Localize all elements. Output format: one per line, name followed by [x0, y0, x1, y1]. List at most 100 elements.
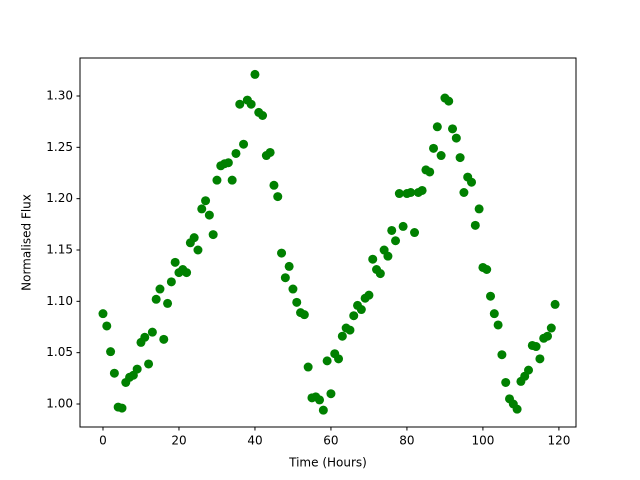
y-tick-label: 1.05 — [46, 345, 73, 359]
point — [98, 309, 108, 319]
plot-area — [80, 58, 576, 427]
point — [106, 347, 116, 357]
point — [299, 310, 309, 320]
point — [189, 233, 199, 243]
point — [231, 148, 241, 158]
x-tick-label: 120 — [547, 434, 570, 448]
point — [356, 305, 366, 315]
point — [486, 291, 496, 301]
point — [349, 311, 359, 321]
y-tick-label: 1.25 — [46, 140, 73, 154]
point — [265, 147, 275, 157]
point — [368, 254, 378, 264]
point — [155, 284, 165, 294]
point — [451, 133, 461, 143]
point — [193, 245, 203, 255]
x-tick-label: 20 — [171, 434, 186, 448]
x-tick-label: 80 — [399, 434, 414, 448]
point — [417, 185, 427, 195]
point — [467, 177, 477, 187]
point — [470, 220, 480, 230]
point — [170, 257, 180, 267]
point — [546, 323, 556, 333]
point — [140, 332, 150, 342]
point — [337, 331, 347, 341]
point — [208, 230, 218, 240]
point — [269, 180, 279, 190]
y-tick-label: 1.10 — [46, 294, 73, 308]
point — [543, 331, 553, 341]
point — [147, 327, 157, 337]
point — [455, 153, 465, 163]
point — [280, 273, 290, 283]
point — [197, 204, 207, 214]
point — [489, 309, 499, 319]
point — [132, 364, 142, 374]
point — [535, 354, 545, 364]
point — [277, 248, 287, 258]
point — [493, 320, 503, 330]
point — [375, 269, 385, 279]
y-axis-label: Normalised Flux — [20, 194, 34, 291]
point — [391, 236, 401, 246]
x-tick-label: 0 — [99, 434, 107, 448]
point — [394, 189, 404, 199]
point — [432, 122, 442, 132]
point — [524, 365, 534, 375]
point — [235, 99, 245, 109]
point — [288, 284, 298, 294]
point — [227, 175, 237, 185]
point — [212, 175, 222, 185]
point — [383, 251, 393, 261]
y-tick-label: 1.15 — [46, 242, 73, 256]
x-tick-label: 60 — [323, 434, 338, 448]
y-tick-label: 1.30 — [46, 88, 73, 102]
point — [448, 124, 458, 134]
point — [364, 290, 374, 300]
point — [387, 225, 397, 235]
point — [163, 298, 173, 308]
x-axis-label: Time (Hours) — [288, 456, 367, 470]
point — [436, 151, 446, 161]
point — [315, 395, 325, 405]
point — [501, 377, 511, 387]
y-tick-label: 1.20 — [46, 191, 73, 205]
point — [151, 294, 161, 304]
point — [144, 359, 154, 369]
point — [410, 228, 420, 238]
point — [459, 187, 469, 197]
point — [444, 96, 454, 106]
point — [117, 403, 127, 413]
point — [425, 167, 435, 177]
point — [239, 139, 249, 149]
point — [406, 187, 416, 197]
point — [246, 99, 256, 109]
point — [182, 268, 192, 278]
point — [429, 143, 439, 153]
point — [204, 210, 214, 220]
point — [201, 196, 211, 206]
x-tick-label: 100 — [471, 434, 494, 448]
point — [223, 158, 233, 168]
point — [303, 362, 313, 372]
point — [318, 405, 328, 415]
point — [550, 299, 560, 309]
point — [109, 368, 119, 378]
point — [326, 389, 336, 399]
y-tick-label: 1.00 — [46, 397, 73, 411]
point — [284, 261, 294, 271]
point — [398, 221, 408, 231]
axes-frame — [79, 57, 577, 428]
point — [258, 110, 268, 120]
point — [159, 334, 169, 344]
point — [292, 297, 302, 307]
point — [531, 342, 541, 352]
point — [345, 325, 355, 335]
point — [482, 265, 492, 275]
point — [250, 69, 260, 79]
point — [102, 321, 112, 331]
point — [273, 192, 283, 202]
point — [334, 354, 344, 364]
point — [474, 204, 484, 214]
